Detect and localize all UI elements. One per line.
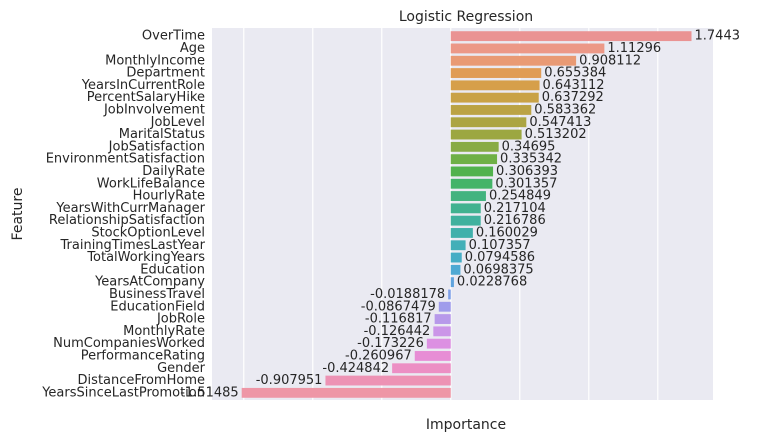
- value-label: 0.107357: [469, 238, 531, 253]
- value-label: 0.160029: [476, 225, 538, 240]
- y-tick-label: PercentSalaryHike: [87, 90, 205, 105]
- value-label: -0.0867479: [361, 299, 436, 314]
- value-label: 1.7443: [695, 29, 741, 44]
- y-tick-label: YearsSinceLastPromotion: [41, 385, 205, 400]
- bar: [433, 326, 451, 337]
- value-label: -0.173226: [357, 336, 424, 351]
- bar: [450, 264, 461, 275]
- value-label: 0.908112: [579, 53, 641, 68]
- bar: [450, 240, 466, 251]
- y-tick-label: EnvironmentSatisfaction: [46, 152, 205, 167]
- y-axis-label: Feature: [10, 188, 26, 241]
- bar: [450, 166, 494, 177]
- y-tick-label: YearsWithCurrManager: [55, 201, 205, 216]
- bar: [241, 387, 451, 398]
- value-label: 0.34695: [502, 139, 556, 154]
- bar: [450, 92, 539, 103]
- value-label: 0.335342: [500, 152, 562, 167]
- bar: [450, 191, 486, 201]
- y-tick-label: DailyRate: [142, 164, 205, 179]
- value-label: 0.637292: [542, 90, 604, 105]
- value-label: -0.0188178: [370, 287, 445, 302]
- y-tick-label: JobInvolvement: [103, 102, 205, 117]
- bar: [448, 289, 451, 300]
- y-tick-label: StockOptionLevel: [91, 225, 205, 240]
- y-tick-label: YearsAtCompany: [94, 275, 205, 290]
- y-tick-label: JobSatisfaction: [108, 139, 205, 154]
- bar: [450, 141, 499, 152]
- y-tick-label: WorkLifeBalance: [97, 176, 205, 191]
- y-tick-label: MaritalStatus: [119, 127, 205, 142]
- value-label: 0.655384: [544, 66, 606, 81]
- bar: [450, 228, 473, 238]
- y-tick-label: YearsInCurrentRole: [81, 78, 205, 93]
- y-tick-label: RelationshipSatisfaction: [49, 213, 205, 228]
- bar: [438, 301, 451, 312]
- bar: [426, 338, 451, 349]
- x-axis-label: Importance: [426, 417, 506, 433]
- value-label: -0.260967: [345, 348, 412, 363]
- bar: [450, 215, 481, 226]
- bar: [450, 31, 692, 42]
- bar: [414, 351, 451, 361]
- value-label: -0.907951: [256, 373, 323, 388]
- y-tick-label: TotalWorkingYears: [86, 250, 205, 265]
- value-label: 0.547413: [529, 115, 591, 130]
- bar: [392, 363, 451, 374]
- y-tick-label: MonthlyIncome: [105, 53, 205, 68]
- y-tick-label: TrainingTimesLastYear: [60, 238, 206, 253]
- y-tick-label: MonthlyRate: [123, 324, 205, 339]
- y-tick-label: PerformanceRating: [81, 348, 205, 363]
- bar: [450, 55, 577, 66]
- bar: [450, 80, 540, 91]
- chart-title: Logistic Regression: [399, 9, 533, 25]
- value-label: -0.424842: [322, 361, 389, 376]
- bar: [450, 43, 605, 54]
- y-tick-label: Education: [140, 262, 205, 277]
- bar: [450, 277, 454, 288]
- y-tick-label: OverTime: [142, 29, 205, 44]
- bar: [450, 178, 493, 189]
- bar: [434, 314, 451, 324]
- bar: [325, 375, 451, 386]
- value-label: 1.11296: [607, 41, 661, 56]
- bar: [450, 129, 522, 140]
- y-tick-label: EducationField: [110, 299, 205, 314]
- value-label: -0.126442: [364, 324, 431, 339]
- bar: [450, 68, 542, 78]
- value-label: 0.0228768: [457, 275, 527, 290]
- value-label: -0.116817: [365, 312, 432, 327]
- y-tick-label: DistanceFromHome: [78, 373, 205, 388]
- bar: [450, 105, 532, 115]
- y-tick-label: NumCompaniesWorked: [53, 336, 205, 351]
- value-label: -1.51485: [180, 385, 238, 400]
- y-tick-label: BusinessTravel: [109, 287, 205, 302]
- y-tick-label: Department: [126, 66, 205, 81]
- y-tick-label: JobLevel: [150, 115, 205, 130]
- y-tick-label: JobRole: [156, 312, 205, 327]
- value-label: 0.254849: [489, 189, 551, 204]
- bar: [450, 252, 462, 263]
- value-label: 0.216786: [484, 213, 546, 228]
- bar: [450, 117, 527, 128]
- value-label: 0.0698375: [463, 262, 533, 277]
- bar: [450, 203, 481, 214]
- value-label: 0.217104: [484, 201, 546, 216]
- value-label: 0.0794586: [465, 250, 535, 265]
- bar: [450, 154, 498, 165]
- value-label: 0.301357: [495, 176, 557, 191]
- value-label: 0.513202: [525, 127, 587, 142]
- value-label: 0.583362: [534, 102, 596, 117]
- y-tick-label: Age: [180, 41, 205, 56]
- y-tick-label: Gender: [157, 361, 206, 376]
- value-label: 0.643112: [543, 78, 605, 93]
- y-tick-label: HourlyRate: [133, 189, 205, 204]
- value-label: 0.306393: [496, 164, 558, 179]
